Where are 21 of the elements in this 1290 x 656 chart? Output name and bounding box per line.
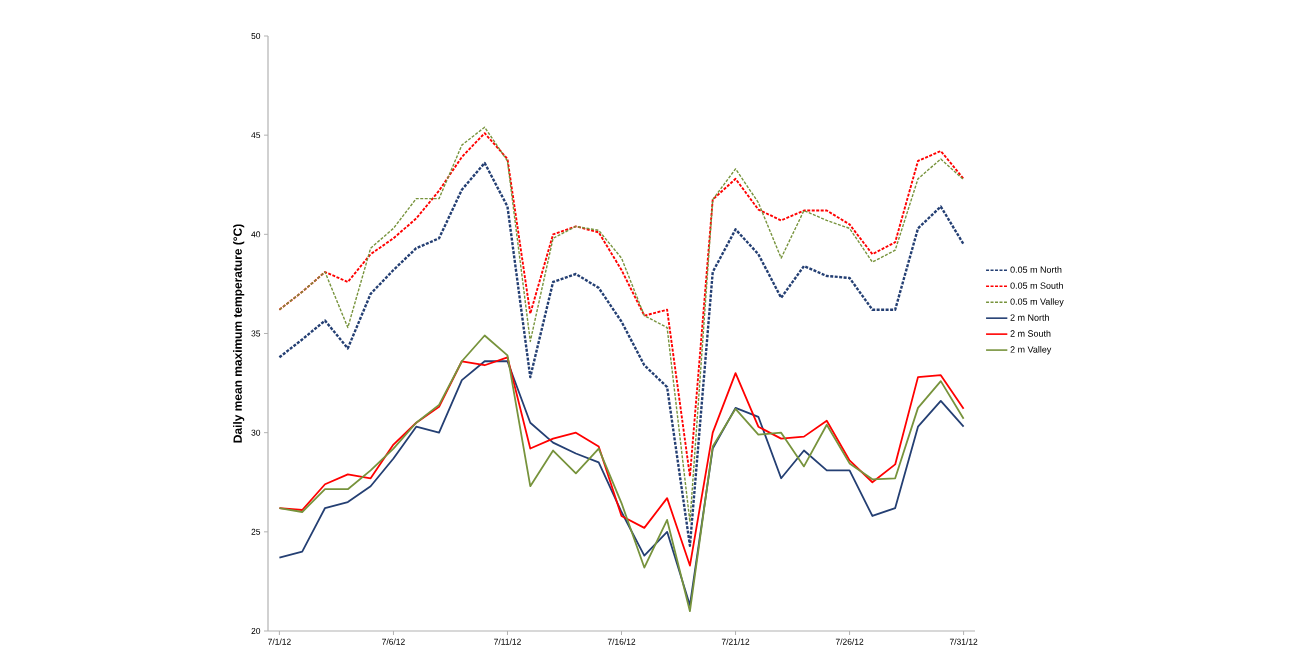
legend-label: 0.05 m Valley <box>1010 298 1064 307</box>
y-tick-label: 20 <box>251 628 261 634</box>
x-tick-label: 7/16/12 <box>607 638 636 645</box>
y-tick-label: 35 <box>251 330 261 337</box>
x-tick-label: 7/21/12 <box>721 638 750 645</box>
y-tick-label: 25 <box>251 528 261 535</box>
x-tick-label: 7/6/12 <box>382 638 405 645</box>
y-tick-label: 40 <box>251 231 261 238</box>
legend-label: 0.05 m North <box>1010 266 1062 273</box>
legend-label: 2 m North <box>1010 314 1049 321</box>
legend-label: 2 m Valley <box>1010 346 1052 355</box>
y-tick-label: 30 <box>251 429 261 436</box>
x-tick-label: 7/11/12 <box>494 638 521 645</box>
y-tick-label: 50 <box>251 33 261 39</box>
y-tick-label: 45 <box>251 132 261 139</box>
legend-label: 0.05 m South <box>1010 282 1063 289</box>
legend-label: 2 m South <box>1010 330 1051 337</box>
x-tick-label: 7/1/12 <box>268 638 291 645</box>
y-axis-title: Daily mean maximum temperature (°C) <box>233 224 245 443</box>
x-tick-label: 7/31/12 <box>949 638 978 645</box>
x-tick-label: 7/26/12 <box>835 638 864 645</box>
